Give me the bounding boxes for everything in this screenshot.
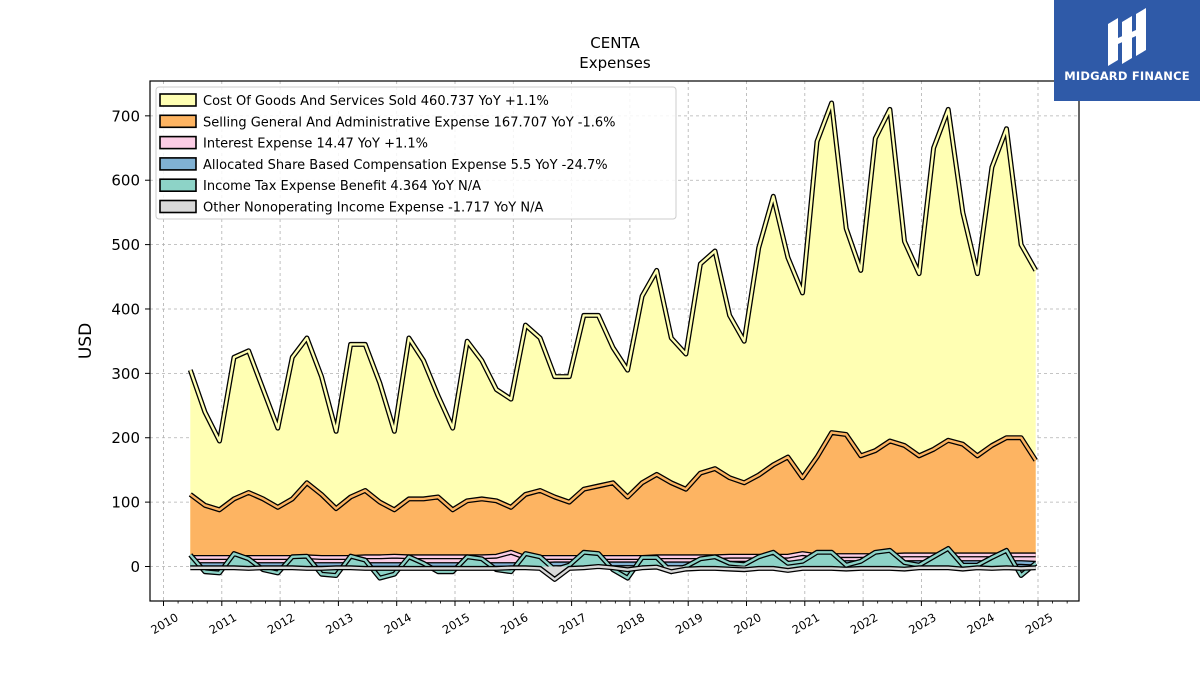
- legend-item: Interest Expense 14.47 YoY +1.1%: [159, 135, 428, 152]
- x-tick-label: 2022: [848, 610, 880, 637]
- y-tick-label: 700: [111, 107, 140, 125]
- legend: Cost Of Goods And Services Sold 460.737 …: [155, 86, 677, 220]
- series-selling-general-and-administrative-expense: [188, 430, 1038, 567]
- series-line: [189, 101, 1037, 443]
- x-tick-label: 2021: [790, 610, 822, 637]
- legend-swatch: [159, 157, 197, 171]
- legend-swatch: [159, 199, 197, 214]
- brand-name: MIDGARD FINANCE: [1064, 69, 1190, 83]
- y-tick-label: 400: [111, 300, 140, 318]
- x-tick-label: 2024: [965, 610, 997, 637]
- y-tick-label: 300: [111, 365, 140, 383]
- y-tick-label: 500: [111, 236, 140, 254]
- series-area: [190, 432, 1036, 567]
- y-tick-label: 100: [111, 494, 140, 512]
- legend-label: Income Tax Expense Benefit 4.364 YoY N/A: [203, 179, 481, 194]
- series-layer: [187, 100, 1038, 582]
- chart-title: CENTA: [590, 34, 640, 52]
- x-tick-label: 2015: [440, 610, 472, 637]
- chart-subtitle: Expenses: [579, 54, 651, 72]
- legend-swatch: [159, 178, 197, 192]
- x-tick-label: 2017: [556, 610, 588, 637]
- series-line: [189, 431, 1037, 511]
- x-tick-label: 2016: [498, 610, 530, 637]
- y-axis-label: USD: [76, 323, 96, 359]
- legend-item: Selling General And Administrative Expen…: [159, 114, 616, 130]
- legend-item: Other Nonoperating Income Expense -1.717…: [159, 199, 543, 216]
- legend-item: Cost Of Goods And Services Sold 460.737 …: [159, 93, 549, 109]
- brand-logo: MIDGARD FINANCE: [1054, 0, 1200, 101]
- x-tick-label: 2018: [615, 610, 647, 637]
- plot-frame: [149, 80, 1080, 602]
- x-tick-label: 2011: [207, 610, 239, 637]
- x-tick-label: 2025: [1023, 610, 1055, 637]
- y-tick-label: 200: [111, 429, 140, 447]
- midgard-logo-icon: [1108, 8, 1146, 66]
- x-tick-label: 2023: [906, 610, 938, 637]
- x-tick-label: 2019: [673, 610, 705, 637]
- x-tick-label: 2012: [265, 610, 297, 637]
- legend-swatch: [159, 135, 197, 150]
- x-tick-label: 2020: [731, 610, 763, 637]
- series-other-nonoperating-income-expense: [190, 564, 1036, 582]
- legend-label: Allocated Share Based Compensation Expen…: [203, 158, 608, 173]
- x-tick-label: 2014: [382, 610, 414, 637]
- legend-item: Allocated Share Based Compensation Expen…: [159, 157, 608, 173]
- x-tick-label: 2010: [148, 610, 180, 637]
- legend-label: Other Nonoperating Income Expense -1.717…: [203, 201, 543, 216]
- legend-item: Income Tax Expense Benefit 4.364 YoY N/A: [159, 178, 481, 194]
- legend-swatch: [159, 93, 197, 107]
- y-tick-label: 600: [111, 172, 140, 190]
- series-area: [190, 548, 1036, 579]
- y-tick-label: 0: [130, 558, 140, 576]
- legend-box: [155, 86, 677, 220]
- x-tick-label: 2013: [323, 610, 355, 637]
- legend-label: Selling General And Administrative Expen…: [203, 115, 616, 130]
- legend-label: Interest Expense 14.47 YoY +1.1%: [203, 137, 428, 152]
- legend-label: Cost Of Goods And Services Sold 460.737 …: [203, 94, 549, 109]
- legend-swatch: [159, 114, 197, 129]
- series-line: [190, 565, 1036, 581]
